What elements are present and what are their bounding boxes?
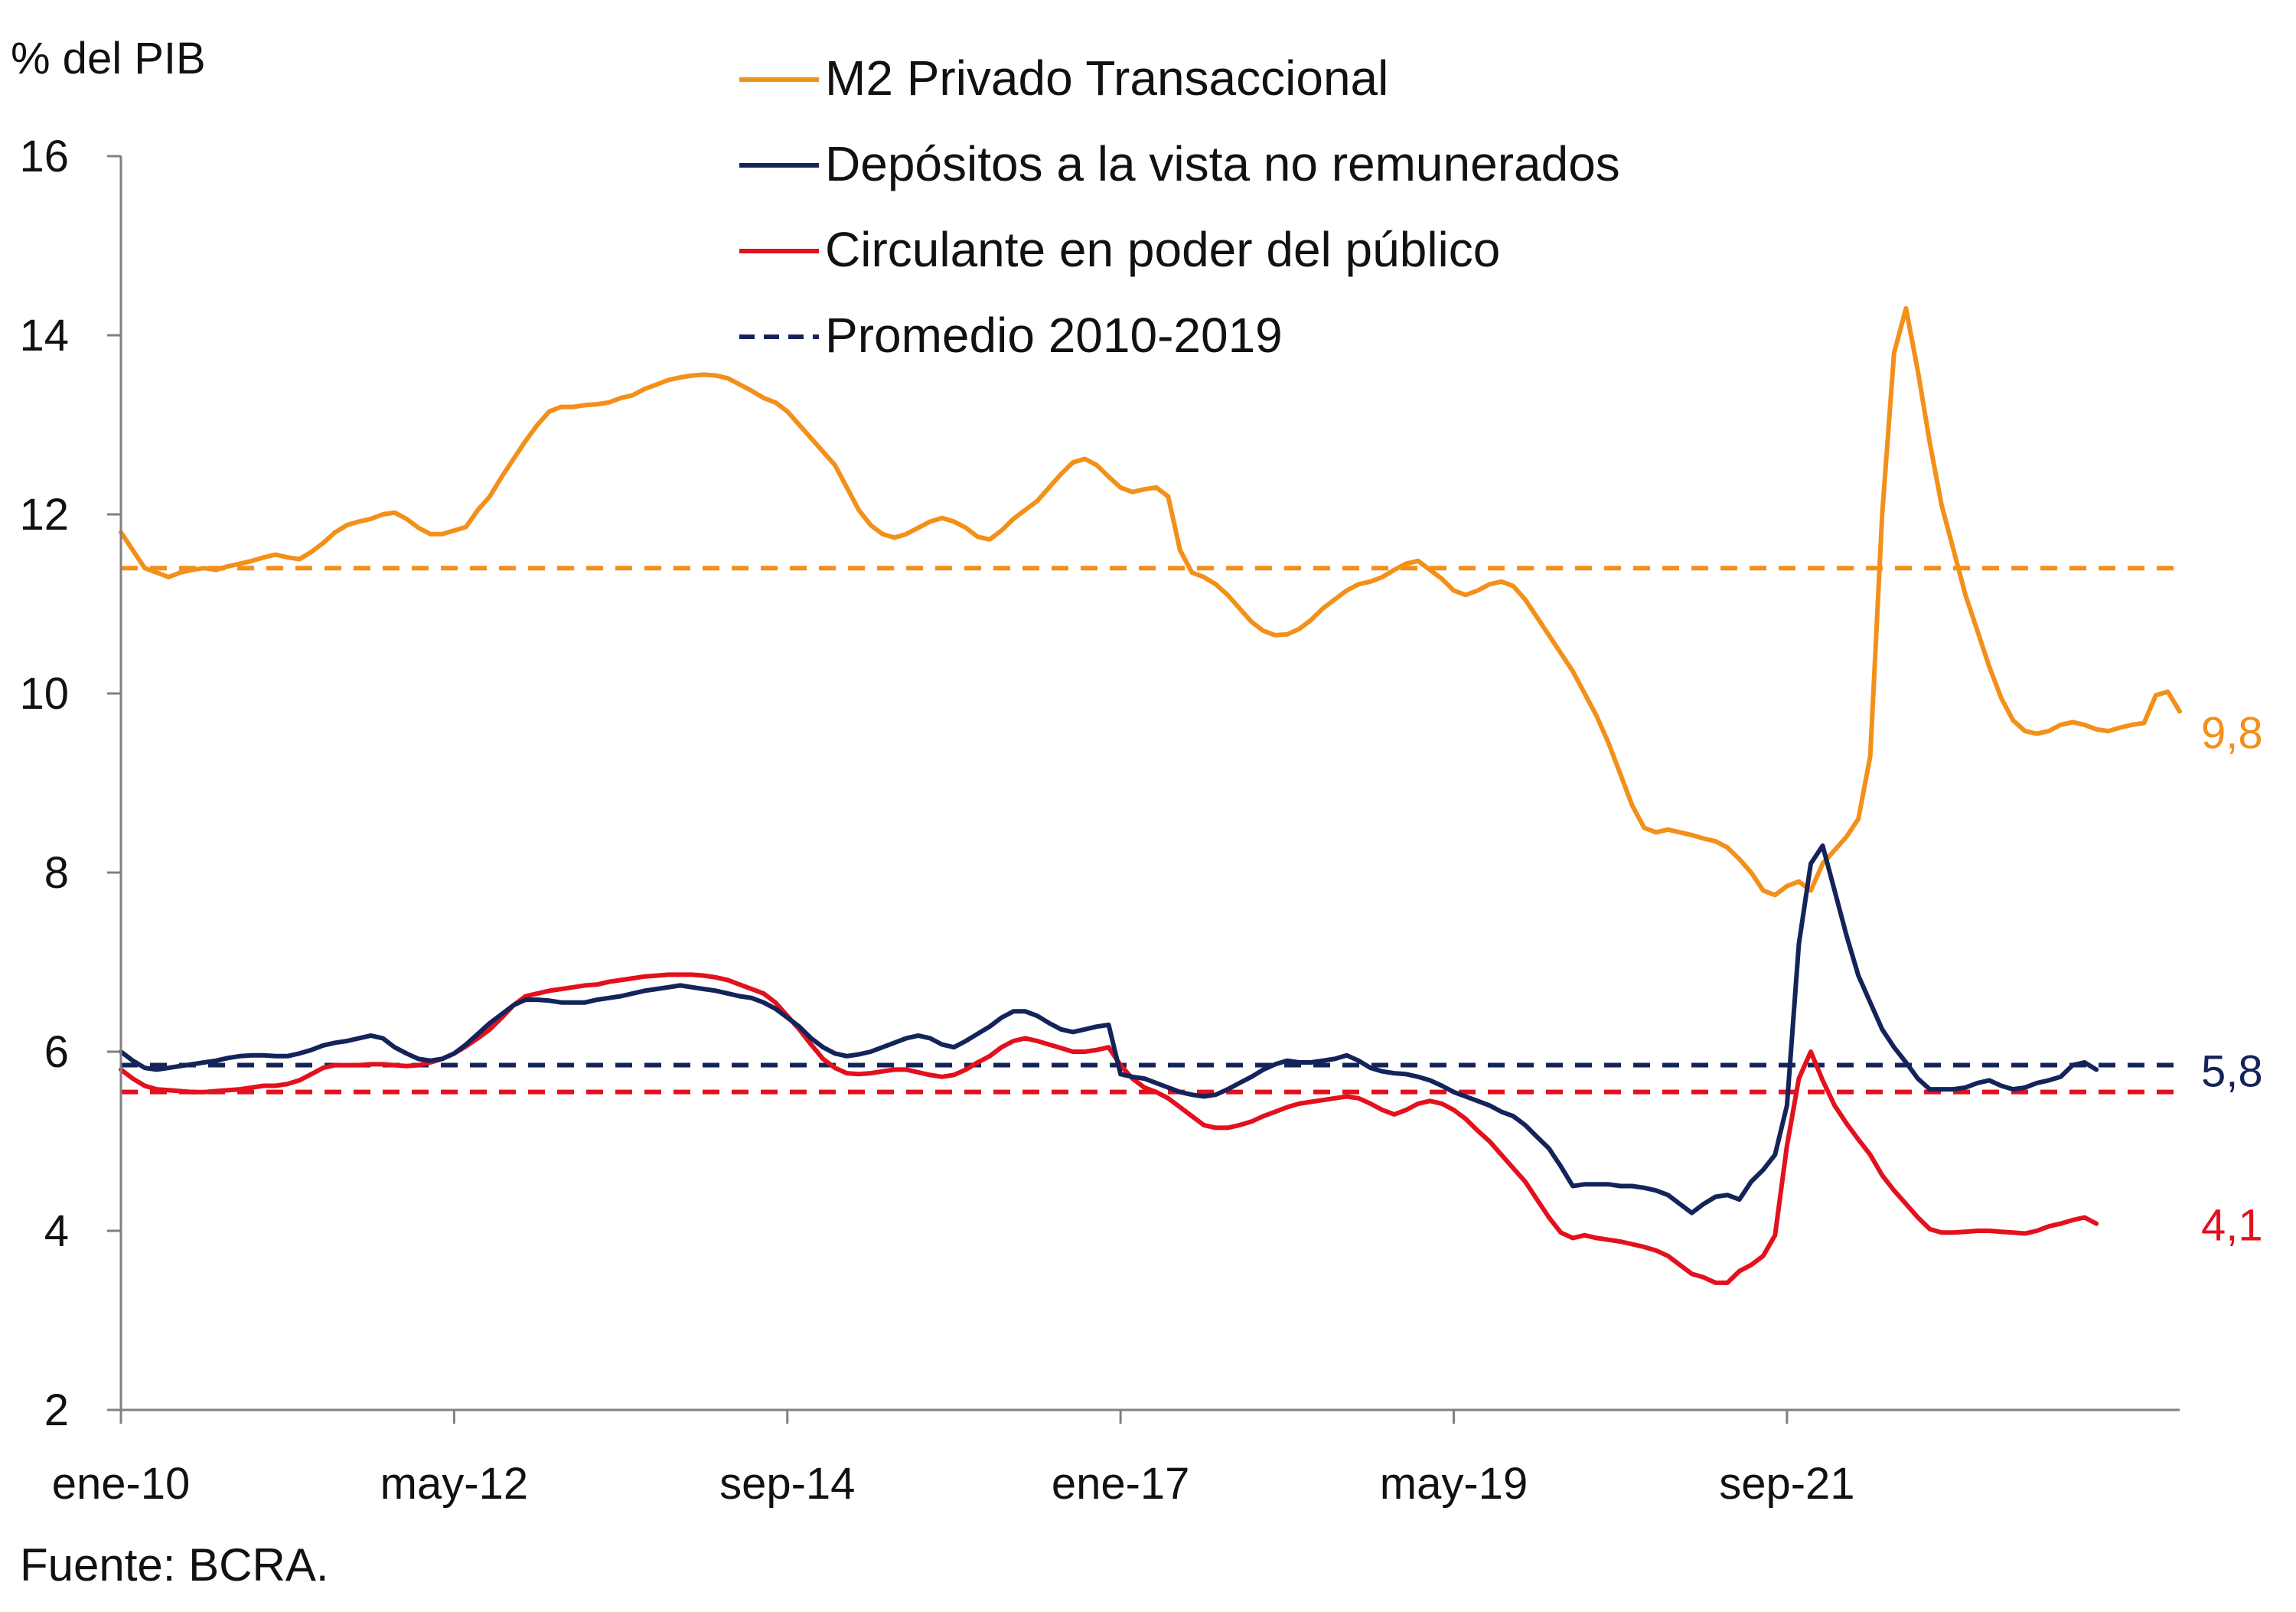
- series-lines: [119, 305, 2182, 1285]
- x-axis-ticks: ene-10 may-12 sep-14 ene-17 may-19 sep-21: [52, 1410, 1855, 1509]
- y-tick-label: 16: [19, 132, 69, 181]
- average-lines: [121, 566, 2180, 1095]
- y-tick-label: 10: [19, 669, 69, 719]
- x-tick-label: ene-10: [52, 1459, 191, 1509]
- legend: M2 Privado Transaccional Depósitos a la …: [739, 51, 1620, 363]
- end-label-m2: 9,8: [2201, 708, 2263, 758]
- legend-label-m2: M2 Privado Transaccional: [825, 51, 1388, 106]
- y-tick-label: 2: [44, 1385, 69, 1435]
- circulante-line: [119, 972, 2099, 1285]
- y-tick-label: 4: [44, 1206, 69, 1256]
- end-label-circulante: 4,1: [2201, 1201, 2263, 1251]
- m2-line: [119, 305, 2182, 898]
- depositos-line: [119, 843, 2099, 1216]
- source-note: Fuente: BCRA.: [20, 1539, 329, 1591]
- x-tick-label: may-19: [1380, 1459, 1528, 1509]
- y-axis-unit-label: % del PIB: [11, 34, 206, 83]
- y-tick-label: 14: [19, 311, 69, 361]
- y-tick-label: 12: [19, 490, 69, 540]
- x-tick-label: ene-17: [1052, 1459, 1190, 1509]
- legend-label-depositos: Depósitos a la vista no remunerados: [825, 136, 1620, 191]
- legend-label-promedio: Promedio 2010-2019: [825, 308, 1283, 363]
- end-value-labels: 9,8 5,8 4,1: [2201, 708, 2263, 1250]
- x-tick-label: sep-21: [1719, 1459, 1854, 1509]
- y-axis-ticks: 2 4 6 8 10 12 14 16: [19, 132, 121, 1435]
- legend-label-circulante: Circulante en poder del público: [825, 222, 1500, 277]
- x-tick-label: may-12: [380, 1459, 528, 1509]
- y-tick-label: 6: [44, 1027, 69, 1077]
- y-tick-label: 8: [44, 848, 69, 898]
- end-label-depositos: 5,8: [2201, 1046, 2263, 1096]
- x-tick-label: sep-14: [719, 1459, 855, 1509]
